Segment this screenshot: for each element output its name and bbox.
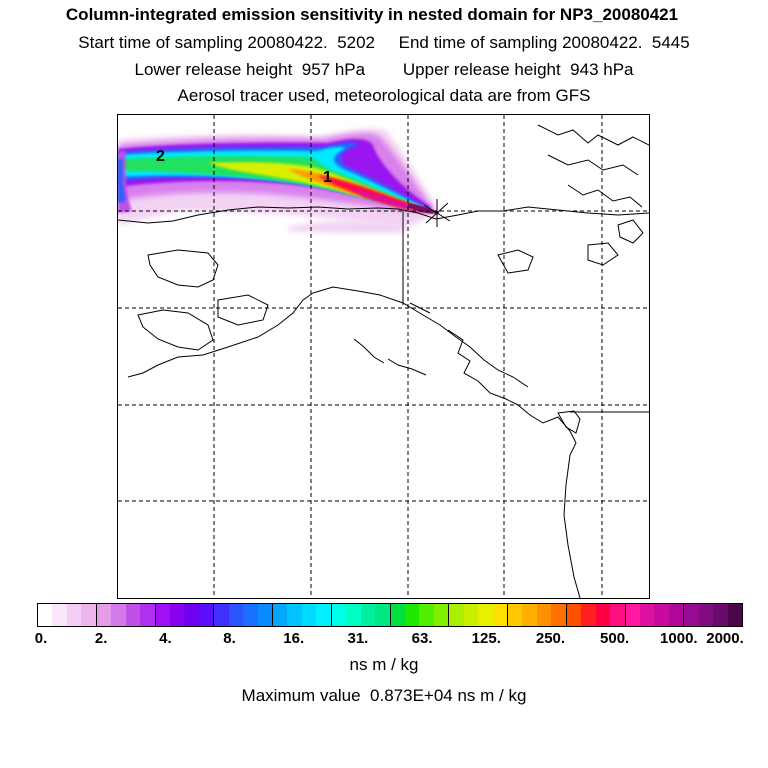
colorbar-tick-label: 1000. xyxy=(660,630,698,647)
colorbar-cell xyxy=(287,604,302,626)
colorbar-cell xyxy=(390,604,405,626)
release-height-line: Lower release height 957 hPa Upper relea… xyxy=(134,60,634,79)
colorbar-cell xyxy=(684,604,699,626)
emission-plume xyxy=(118,129,440,233)
colorbar-cell xyxy=(331,604,347,626)
graticule-lines xyxy=(118,115,649,598)
colorbar xyxy=(37,603,743,627)
colorbar-cell xyxy=(66,604,82,626)
colorbar-cell xyxy=(727,604,742,626)
colorbar-cell xyxy=(581,604,596,626)
colorbar-cell xyxy=(52,604,67,626)
colorbar-cell xyxy=(301,604,317,626)
colorbar-tick-labels: 0. 2. 4. 8. 16. 31. 63. 125. 250. 500. 1000. 2000. xyxy=(0,630,768,652)
map-canvas: 2 1 xyxy=(118,115,649,598)
colorbar-tick-label: 2. xyxy=(94,630,108,647)
colorbar-cell xyxy=(419,604,434,626)
colorbar-cell xyxy=(536,604,552,626)
colorbar-cell xyxy=(316,604,332,626)
colorbar-cell xyxy=(668,604,685,626)
plume-label-2: 2 xyxy=(156,148,165,165)
colorbar-tick-label: 63. xyxy=(411,630,433,647)
colorbar-cell xyxy=(713,604,728,626)
colorbar-cell xyxy=(214,604,229,626)
colorbar-cell xyxy=(273,604,288,626)
colorbar-tick-label: 16. xyxy=(283,630,305,647)
colorbar-cell xyxy=(346,604,361,626)
colorbar-cell xyxy=(125,604,141,626)
colorbar-cell xyxy=(449,604,464,626)
maximum-value-text: Maximum value 0.873E+04 ns m / kg xyxy=(241,686,527,705)
colorbar-cell xyxy=(169,604,185,626)
colorbar-tick-label: 500. xyxy=(600,630,630,647)
colorbar-tick-label: 8. xyxy=(223,630,236,647)
colorbar-cell xyxy=(698,604,714,626)
colorbar-cell xyxy=(551,604,567,626)
colorbar-cell xyxy=(463,604,479,626)
colorbar-cell xyxy=(478,604,493,626)
colorbar-cell xyxy=(228,604,244,626)
colorbar-cell xyxy=(566,604,582,626)
sampling-time-line: Start time of sampling 20080422. 5202 En… xyxy=(78,33,690,52)
release-point-marker xyxy=(423,199,451,227)
colorbar-cell xyxy=(243,604,258,626)
colorbar-cell xyxy=(433,604,450,626)
colorbar-cell xyxy=(625,604,640,626)
colorbar-cell xyxy=(508,604,523,626)
colorbar-cell xyxy=(81,604,97,626)
colorbar-tick-label: 125. xyxy=(471,630,501,647)
coastlines xyxy=(118,124,649,598)
colorbar-cell xyxy=(140,604,156,626)
colorbar-cell xyxy=(38,604,53,626)
colorbar-cell xyxy=(257,604,273,626)
colorbar-tick-label: 4. xyxy=(159,630,172,647)
colorbar-cell xyxy=(610,604,626,626)
colorbar-cell xyxy=(360,604,376,626)
colorbar-cell xyxy=(198,604,215,626)
colorbar-tick-label: 250. xyxy=(535,630,566,647)
colorbar-cell xyxy=(492,604,508,626)
map-panel: 2 1 xyxy=(117,114,650,599)
colorbar-cell xyxy=(375,604,391,626)
colorbar-tick-label: 31. xyxy=(347,630,369,647)
colorbar-cell xyxy=(111,604,126,626)
figure-title: Column-integrated emission sensitivity i… xyxy=(65,5,679,24)
colorbar-cell xyxy=(522,604,537,626)
colorbar-cell xyxy=(155,604,170,626)
plume-label-1: 1 xyxy=(323,169,332,186)
tracer-info-line: Aerosol tracer used, meteorological data… xyxy=(177,86,591,105)
colorbar-tick-label: 2000. xyxy=(706,630,744,647)
colorbar-cell xyxy=(654,604,669,626)
colorbar-cell xyxy=(639,604,655,626)
colorbar-cell xyxy=(96,604,112,626)
colorbar-cell xyxy=(595,604,611,626)
colorbar-cell xyxy=(184,604,199,626)
colorbar-units: ns m / kg xyxy=(349,655,419,674)
colorbar-tick-label: 0. xyxy=(34,630,48,647)
colorbar-cell xyxy=(404,604,420,626)
